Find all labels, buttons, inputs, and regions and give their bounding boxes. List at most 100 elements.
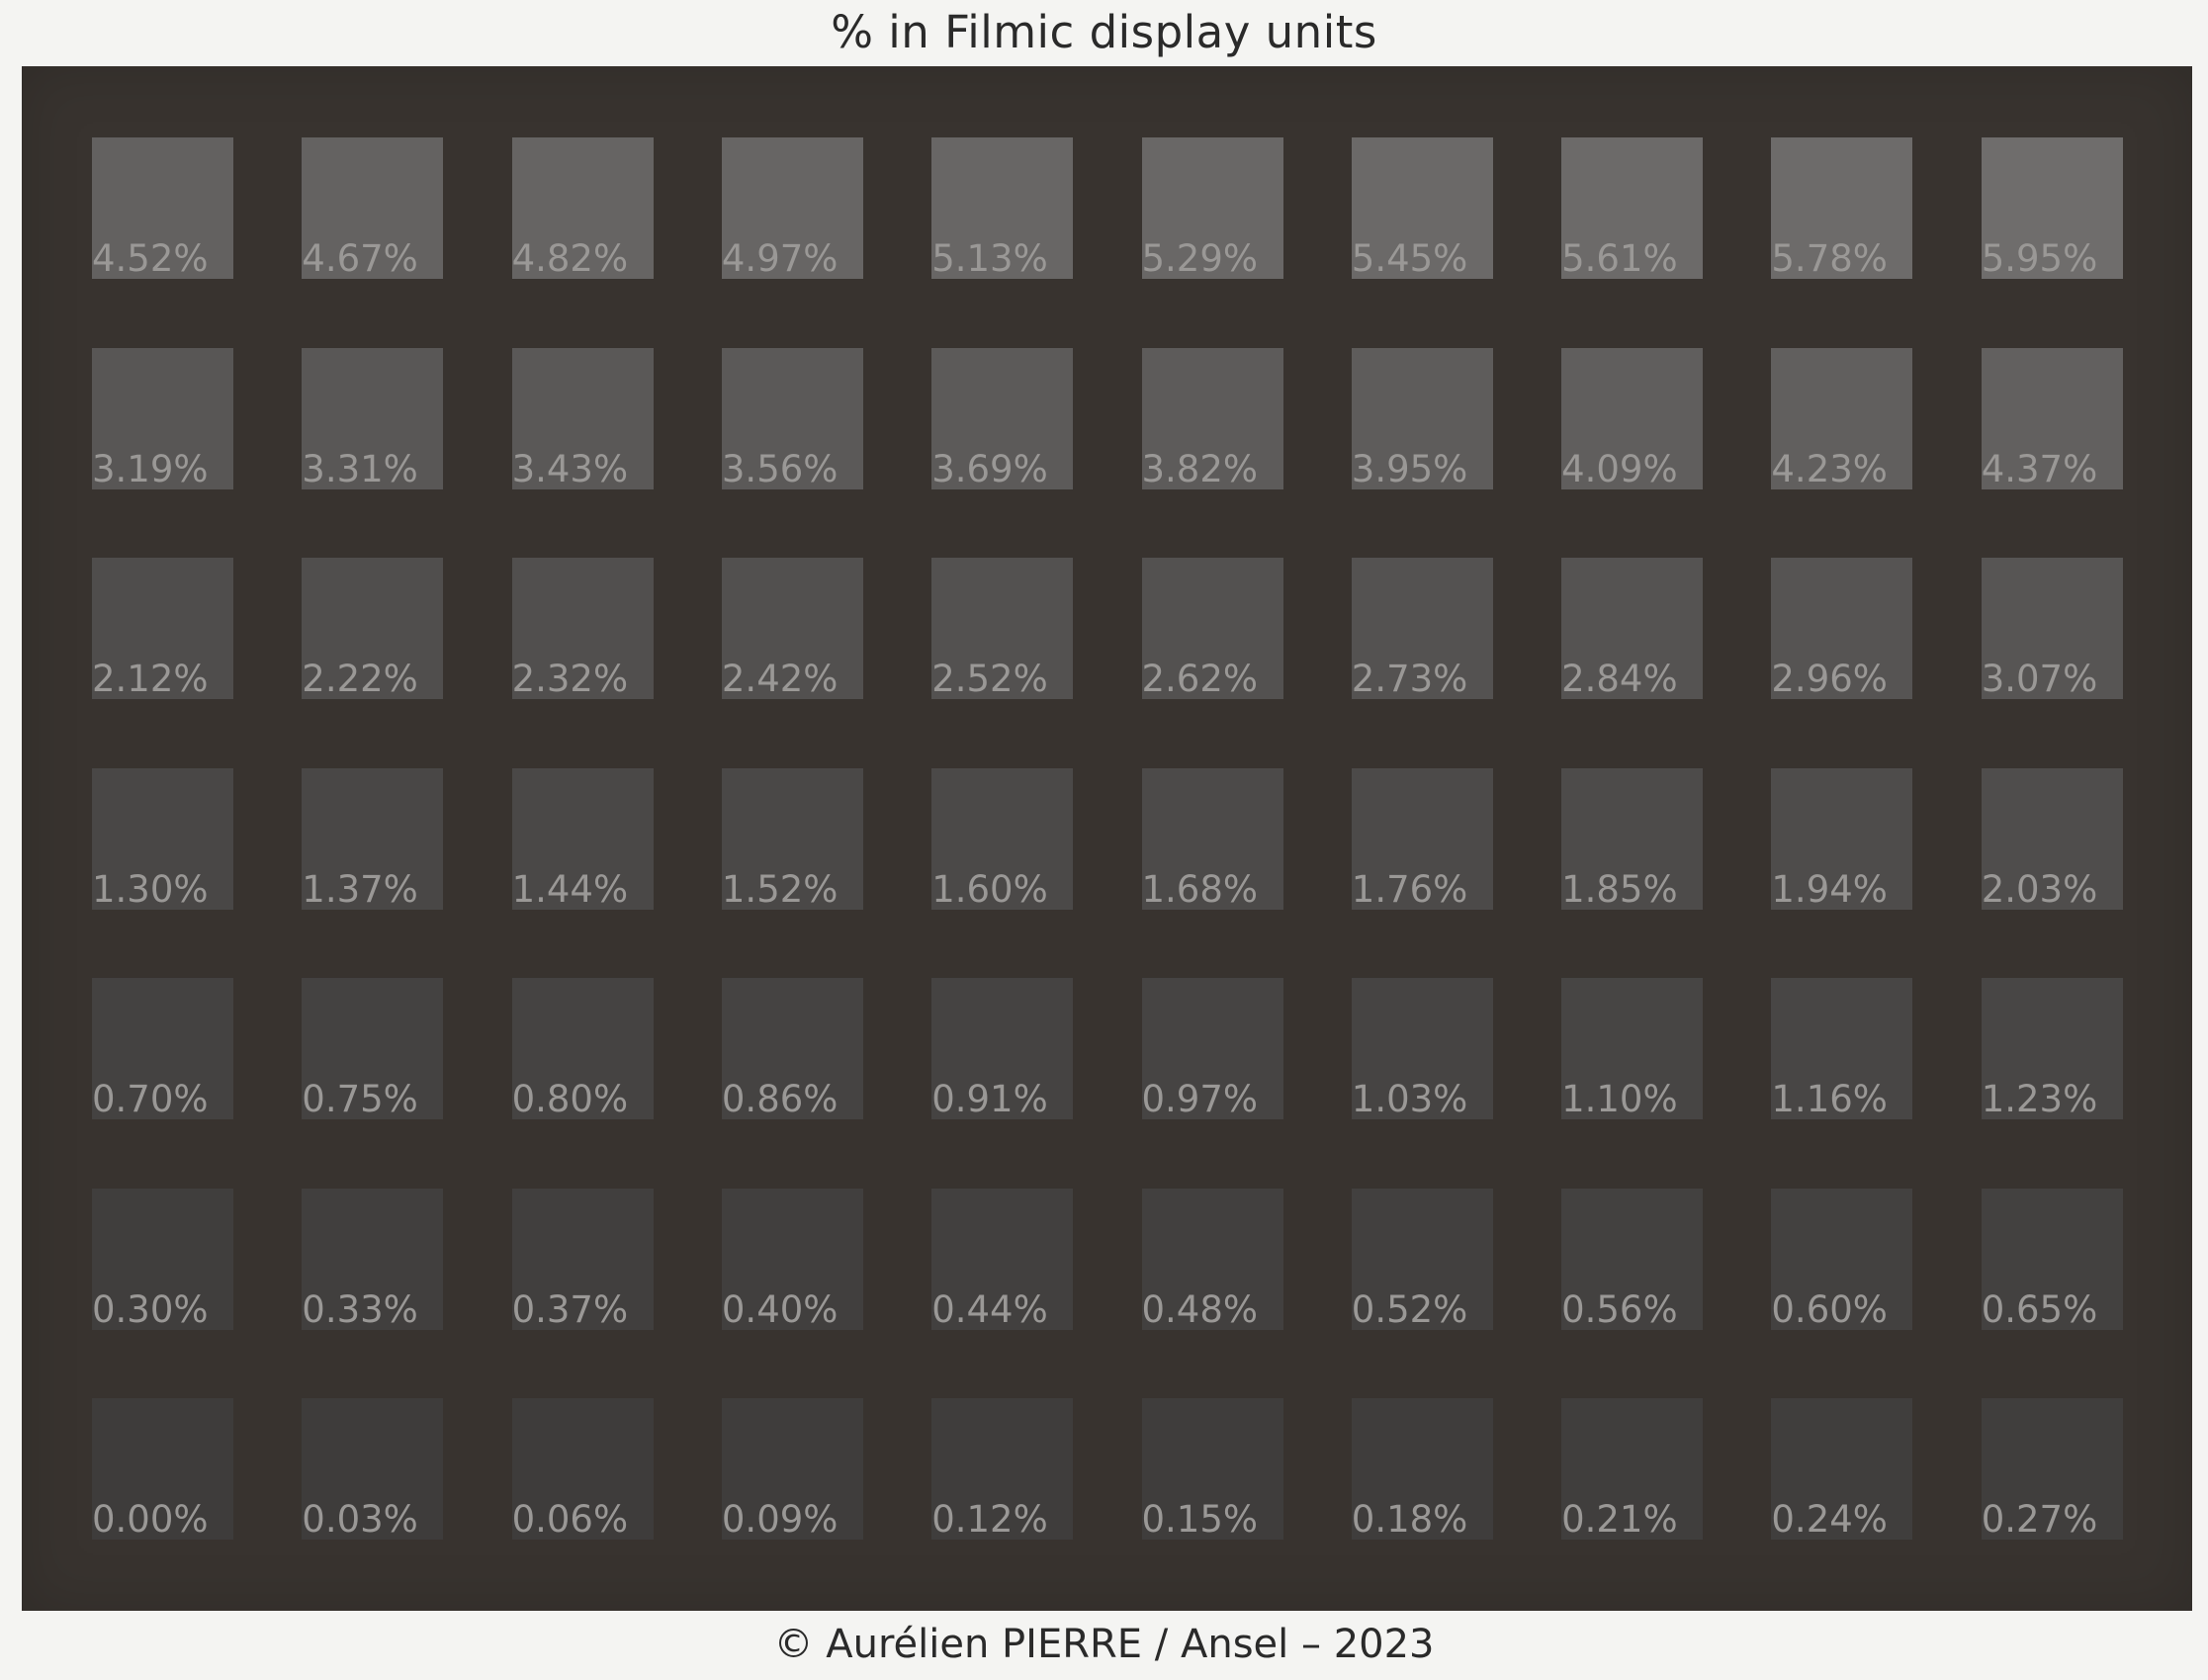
patch-value-label: 1.94% [1771, 867, 1888, 911]
patch-value-label: 0.24% [1771, 1498, 1888, 1541]
patch-value-label: 3.69% [931, 447, 1048, 490]
patch-value-label: 2.32% [511, 658, 629, 700]
gray-patch: 2.03% [1981, 767, 2123, 911]
gray-patch: 0.33% [302, 1188, 444, 1331]
gray-patch: 2.73% [1351, 558, 1493, 700]
gray-patch: 4.82% [511, 137, 654, 279]
gray-patch: 0.48% [1141, 1188, 1283, 1331]
patch-value-label: 3.56% [721, 447, 839, 490]
patch-value-label: 5.13% [931, 237, 1048, 280]
gray-patch: 2.96% [1771, 558, 1913, 700]
gray-patch: 2.52% [931, 558, 1074, 700]
patch-value-label: 4.67% [302, 237, 418, 280]
patch-value-label: 0.60% [1771, 1287, 1888, 1331]
gray-patch: 4.67% [302, 137, 444, 280]
gray-patch: 0.75% [302, 978, 444, 1120]
patch-value-label: 3.95% [1351, 447, 1468, 490]
patch-value-label: 0.09% [721, 1498, 839, 1541]
patch-value-label: 1.16% [1771, 1078, 1888, 1120]
gray-patch: 5.13% [931, 137, 1074, 280]
gray-patch: 5.78% [1771, 137, 1913, 279]
patch-value-label: 1.60% [931, 867, 1048, 911]
page-title: % in Filmic display units [831, 6, 1377, 58]
gray-patch: 0.44% [931, 1188, 1074, 1330]
patch-value-label: 1.37% [302, 867, 418, 911]
gray-patch: 1.16% [1771, 978, 1913, 1120]
patch-value-label: 0.27% [1981, 1498, 2098, 1541]
patch-value-label: 3.82% [1141, 447, 1259, 490]
gray-patch: 0.60% [1771, 1188, 1913, 1331]
patch-value-label: 1.03% [1351, 1078, 1468, 1120]
patch-value-label: 4.37% [1981, 447, 2098, 490]
gray-patch: 0.27% [1981, 1398, 2123, 1541]
gray-patch: 3.69% [931, 347, 1074, 490]
patch-value-label: 0.91% [931, 1078, 1048, 1120]
gray-patch: 3.43% [511, 347, 654, 489]
gray-patch: 1.37% [302, 767, 444, 911]
patch-value-label: 1.85% [1561, 867, 1678, 911]
patch-value-label: 1.44% [511, 867, 629, 911]
gray-patch: 2.42% [721, 558, 863, 700]
patch-value-label: 3.31% [302, 447, 418, 490]
gray-patch: 1.23% [1981, 978, 2123, 1119]
gray-patch: 0.15% [1141, 1398, 1283, 1541]
gray-patch: 1.03% [1351, 978, 1493, 1120]
gray-patch: 0.91% [931, 978, 1074, 1120]
gray-patch: 0.37% [511, 1188, 654, 1331]
patch-value-label: 0.37% [511, 1287, 629, 1331]
patch-value-label: 5.45% [1351, 237, 1468, 280]
patch-value-label: 0.33% [302, 1287, 418, 1331]
gray-patch: 3.82% [1141, 347, 1283, 490]
patch-value-label: 0.12% [931, 1498, 1048, 1541]
gray-patch: 3.07% [1981, 558, 2123, 699]
gray-patch: 4.23% [1771, 347, 1913, 489]
patch-value-label: 0.86% [721, 1078, 839, 1120]
gray-patch: 1.94% [1771, 767, 1913, 911]
patch-value-label: 2.96% [1771, 658, 1888, 700]
gray-patch: 3.56% [721, 347, 863, 490]
patch-value-label: 3.19% [92, 447, 209, 490]
gray-patch: 0.24% [1771, 1398, 1913, 1541]
gray-patch: 5.61% [1561, 137, 1704, 280]
gray-patch: 1.76% [1351, 767, 1493, 911]
patch-value-label: 0.18% [1351, 1498, 1468, 1541]
patch-value-label: 4.97% [721, 237, 839, 280]
gray-patch: 0.80% [511, 978, 654, 1119]
patch-value-label: 0.06% [511, 1498, 629, 1541]
gray-patch: 1.10% [1561, 978, 1704, 1119]
gray-patch: 2.22% [302, 558, 444, 699]
gray-patch: 3.19% [92, 347, 233, 490]
patch-value-label: 0.40% [721, 1287, 839, 1331]
patch-value-label: 0.48% [1141, 1287, 1259, 1331]
patch-value-label: 2.73% [1351, 658, 1468, 700]
patch-value-label: 2.52% [931, 658, 1048, 700]
patch-value-label: 4.52% [92, 237, 209, 280]
patch-value-label: 0.21% [1561, 1498, 1678, 1541]
patch-board: 4.52% 4.67% 4.82% 4.97% 5.13% 5.29% 5.45% 5.61%… [22, 66, 2192, 1611]
patch-value-label: 2.03% [1981, 867, 2098, 911]
gray-patch: 1.68% [1141, 767, 1283, 910]
patch-value-label: 0.65% [1981, 1287, 2098, 1331]
patch-value-label: 2.42% [721, 658, 839, 700]
patch-value-label: 5.61% [1561, 237, 1678, 280]
gray-patch: 1.52% [721, 767, 863, 911]
patch-value-label: 0.75% [302, 1078, 418, 1120]
patch-value-label: 1.52% [721, 867, 839, 911]
gray-patch: 0.06% [511, 1398, 654, 1541]
gray-patch: 2.84% [1561, 558, 1704, 699]
patch-value-label: 0.15% [1141, 1498, 1259, 1541]
gray-patch: 2.62% [1141, 558, 1283, 699]
gray-patch: 0.18% [1351, 1398, 1493, 1541]
gray-patch: 0.00% [92, 1398, 233, 1540]
gray-patch: 0.97% [1141, 978, 1283, 1119]
gray-patch: 4.37% [1981, 347, 2123, 490]
patch-value-label: 1.76% [1351, 867, 1468, 911]
gray-patch: 2.32% [511, 558, 654, 700]
gray-patch: 5.45% [1351, 137, 1493, 280]
patch-value-label: 2.12% [92, 658, 209, 700]
patch-value-label: 4.09% [1561, 447, 1678, 490]
gray-patch: 4.52% [92, 137, 233, 279]
gray-patch: 5.95% [1981, 137, 2123, 279]
gray-patch: 1.44% [511, 767, 654, 911]
